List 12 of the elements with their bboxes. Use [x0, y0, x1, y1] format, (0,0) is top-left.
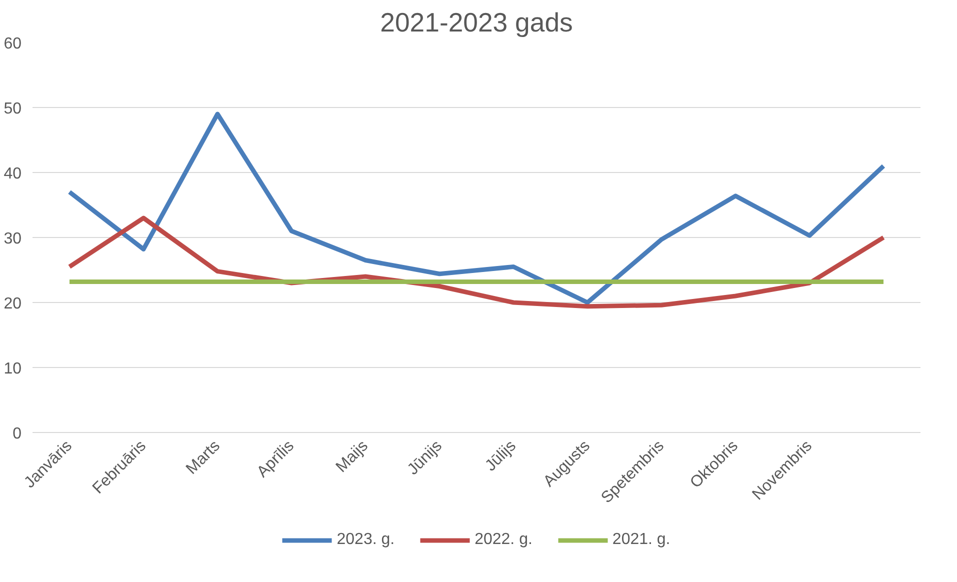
y-tick-label: 30 [4, 230, 22, 248]
legend-label: 2021. g. [612, 531, 670, 549]
line-series [67, 112, 886, 305]
y-tick-label: 10 [4, 360, 22, 378]
y-tick-label: 20 [4, 296, 22, 312]
y-tick-label: 0 [12, 426, 22, 442]
chart-title: 2021-2023 gads [380, 8, 573, 38]
legend-label: 2022. g. [474, 531, 532, 549]
legend-label: 2023. g. [336, 531, 395, 549]
y-tick-label: 50 [4, 100, 22, 118]
y-tick-label: 60 [4, 36, 22, 52]
y-tick-label: 40 [4, 166, 22, 182]
